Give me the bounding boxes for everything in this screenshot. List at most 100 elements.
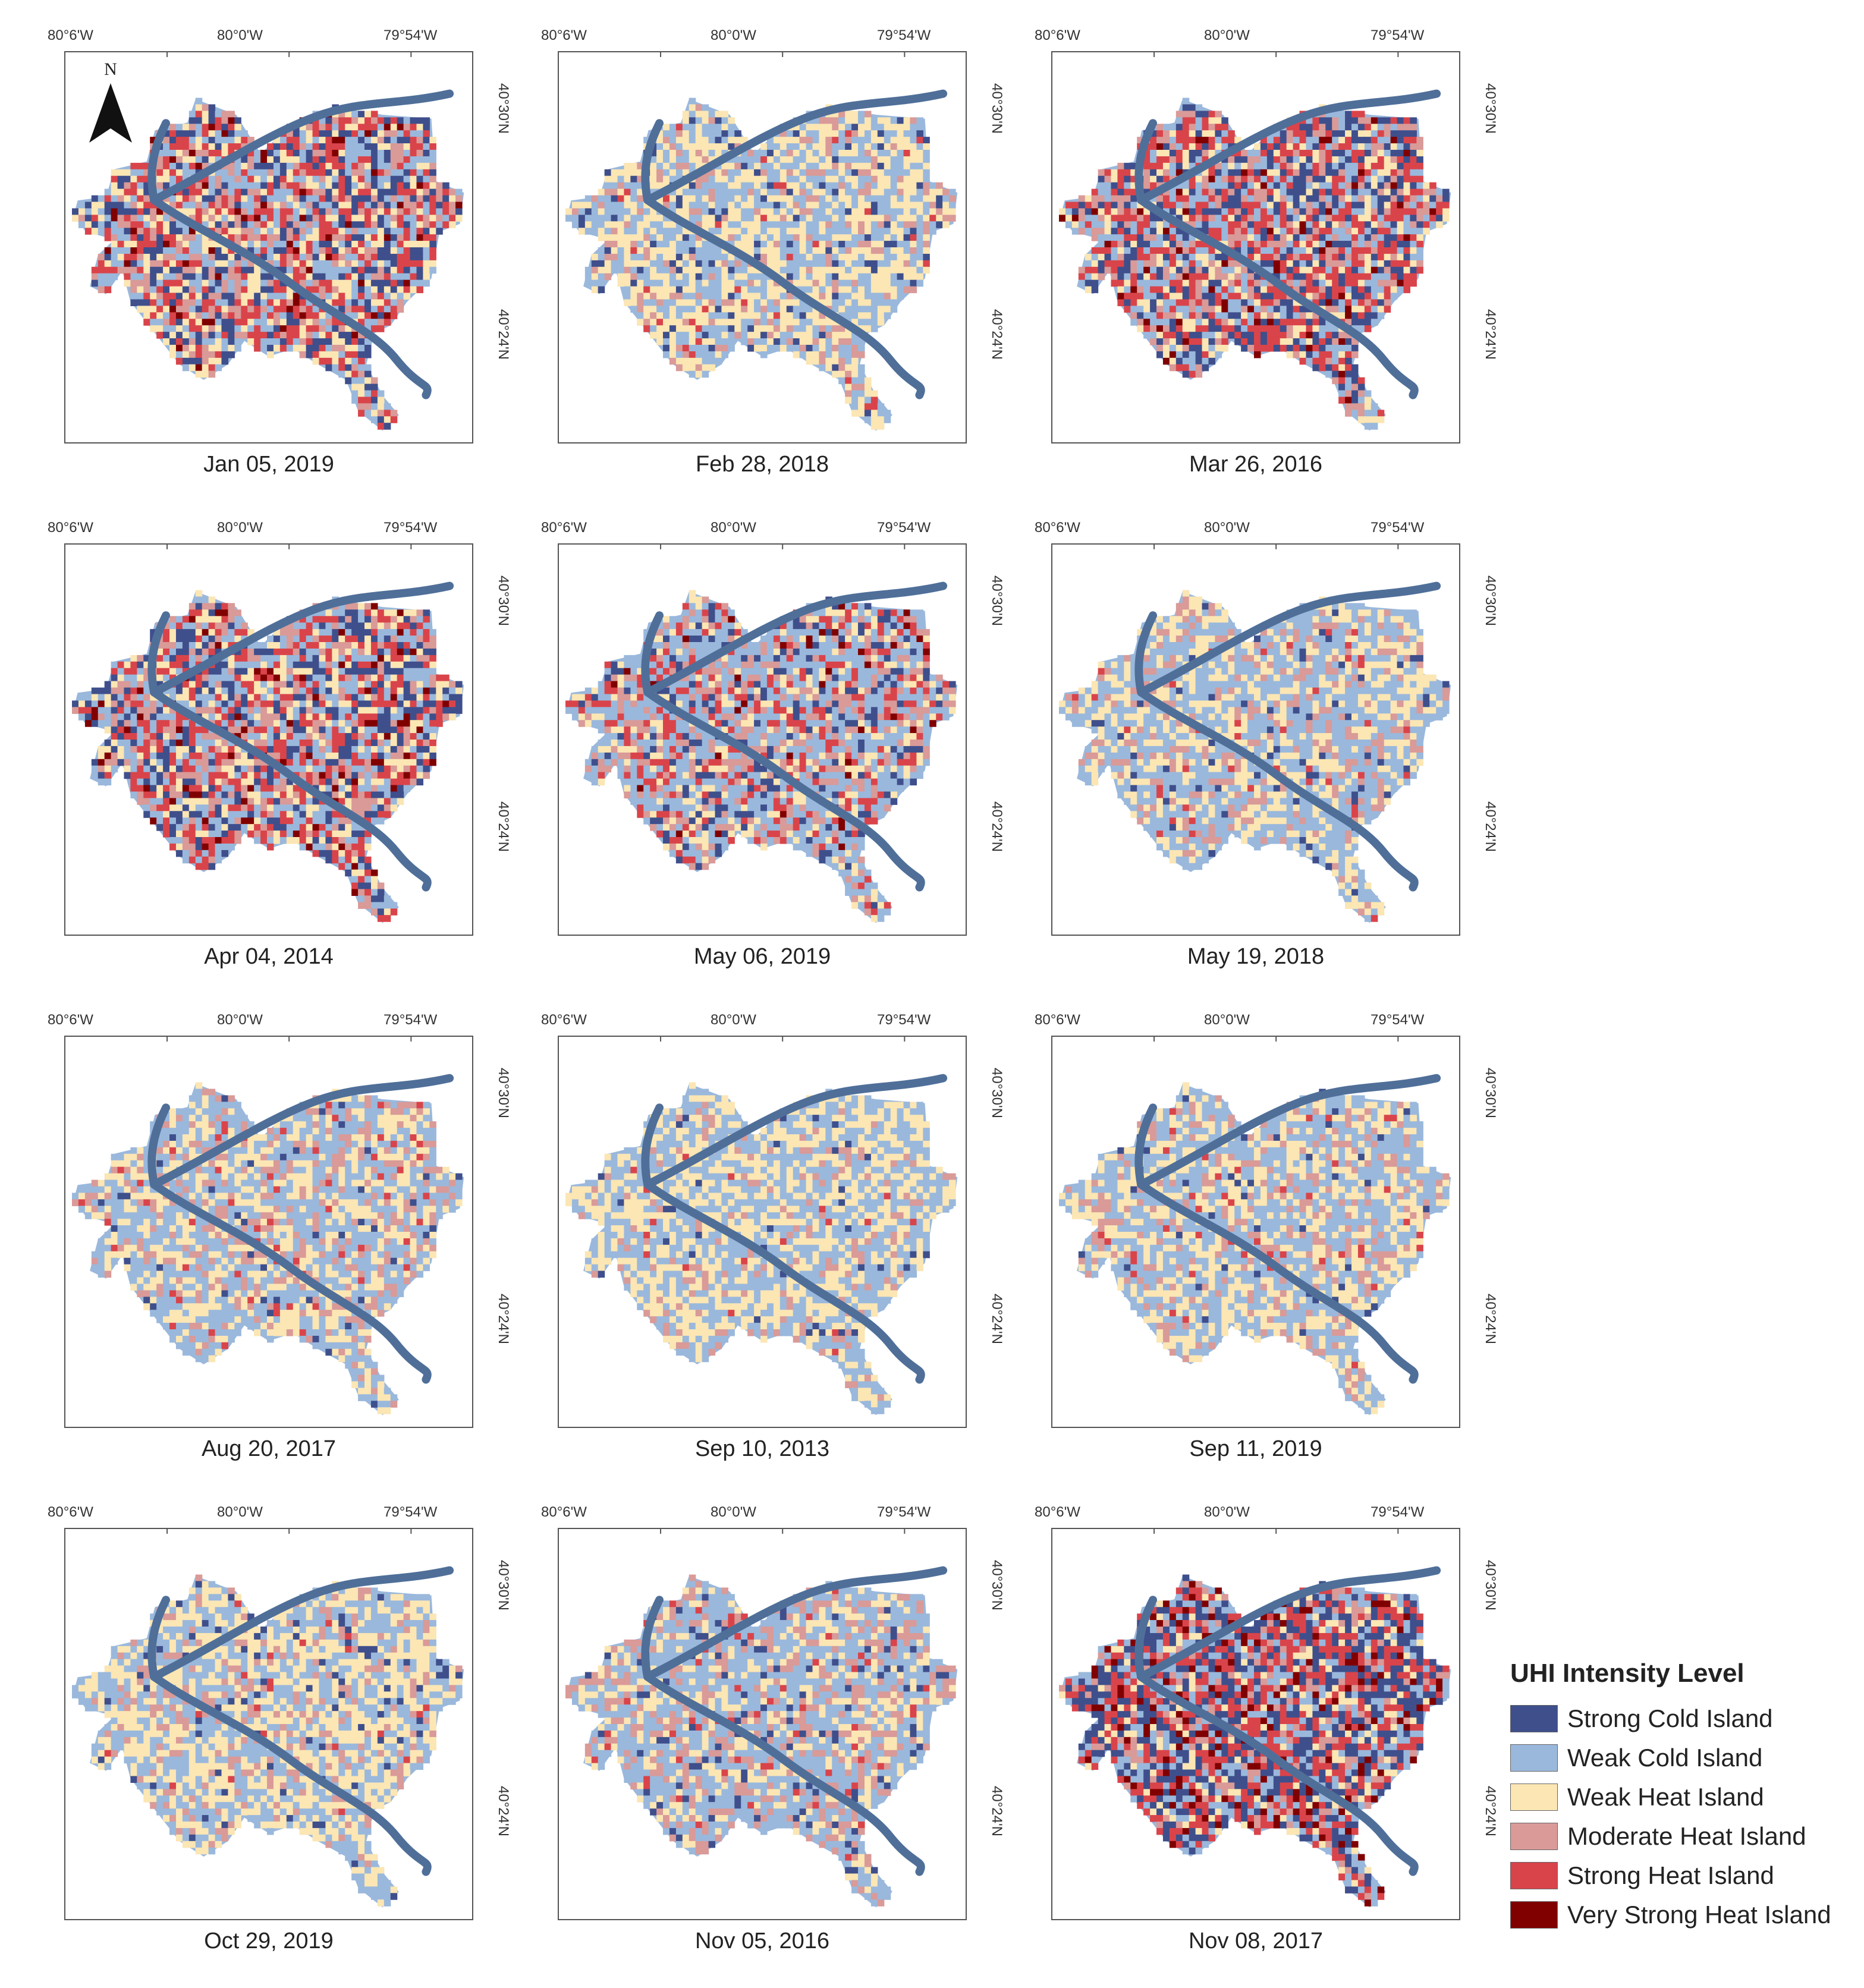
longitude-label: 80°0'W [711, 520, 756, 536]
longitude-label: 80°0'W [1204, 1504, 1250, 1521]
longitude-label: 80°6'W [1035, 1504, 1080, 1521]
longitude-label: 79°54'W [384, 520, 437, 536]
legend-swatch [1510, 1744, 1558, 1772]
map-date-label: Apr 04, 2014 [64, 944, 473, 970]
legend-item: Strong Heat Island [1510, 1856, 1861, 1895]
map-date-label: Mar 26, 2016 [1051, 452, 1460, 477]
legend-swatch [1510, 1823, 1558, 1850]
legend-item: Strong Cold Island [1510, 1699, 1861, 1738]
longitude-label: 80°0'W [711, 1012, 756, 1028]
longitude-label: 80°0'W [217, 27, 263, 44]
legend-item: Weak Heat Island [1510, 1778, 1861, 1817]
uhi-map [559, 1529, 966, 1919]
map-date-label: Oct 29, 2019 [64, 1929, 473, 1954]
latitude-label: 40°24'N [1482, 1786, 1498, 1836]
uhi-map [559, 545, 966, 935]
legend-swatch [1510, 1862, 1558, 1889]
longitude-label: 79°54'W [1371, 1504, 1424, 1521]
map-frame [1051, 543, 1460, 936]
longitude-label: 80°0'W [711, 1504, 756, 1521]
longitude-label: 79°54'W [1371, 27, 1424, 44]
latitude-label: 40°24'N [988, 1294, 1005, 1344]
latitude-label: 40°30'N [495, 1560, 511, 1610]
north-letter: N [99, 59, 122, 80]
longitude-label: 80°6'W [1035, 520, 1080, 536]
longitude-label: 80°6'W [48, 520, 93, 536]
map-frame [558, 1036, 967, 1428]
legend-item: Weak Cold Island [1510, 1738, 1861, 1778]
map-frame [558, 543, 967, 936]
map-date-label: Nov 05, 2016 [558, 1929, 967, 1954]
longitude-label: 79°54'W [877, 1012, 931, 1028]
longitude-label: 80°6'W [48, 27, 93, 44]
latitude-label: 40°24'N [1482, 801, 1498, 852]
longitude-label: 80°6'W [1035, 27, 1080, 44]
map-frame [64, 1036, 473, 1428]
longitude-label: 80°6'W [48, 1012, 93, 1028]
longitude-label: 80°0'W [217, 520, 263, 536]
latitude-label: 40°30'N [1482, 83, 1498, 134]
longitude-label: 80°6'W [541, 1504, 587, 1521]
longitude-label: 79°54'W [877, 27, 931, 44]
map-frame [1051, 1528, 1460, 1920]
legend-swatch [1510, 1901, 1558, 1929]
legend: UHI Intensity Level Strong Cold Island W… [1510, 1659, 1861, 1934]
latitude-label: 40°24'N [988, 801, 1005, 852]
uhi-map [1052, 545, 1459, 935]
longitude-label: 80°0'W [1204, 27, 1250, 44]
map-frame [1051, 51, 1460, 443]
legend-title: UHI Intensity Level [1510, 1659, 1861, 1688]
map-frame [558, 1528, 967, 1920]
longitude-label: 80°0'W [217, 1012, 263, 1028]
uhi-map [1052, 1529, 1459, 1919]
latitude-label: 40°24'N [495, 1786, 511, 1836]
longitude-label: 79°54'W [384, 1504, 437, 1521]
longitude-label: 79°54'W [877, 1504, 931, 1521]
latitude-label: 40°24'N [495, 1294, 511, 1344]
longitude-label: 80°6'W [1035, 1012, 1080, 1028]
map-frame [558, 51, 967, 443]
latitude-label: 40°30'N [988, 1068, 1005, 1118]
legend-swatch [1510, 1705, 1558, 1732]
latitude-label: 40°30'N [988, 575, 1005, 626]
north-arrow-icon: N [83, 59, 137, 149]
map-date-label: Feb 28, 2018 [558, 452, 967, 477]
legend-label: Strong Heat Island [1567, 1861, 1774, 1890]
uhi-map [1052, 52, 1459, 442]
uhi-map [1052, 1037, 1459, 1427]
latitude-label: 40°30'N [1482, 1068, 1498, 1118]
longitude-label: 79°54'W [1371, 520, 1424, 536]
legend-label: Weak Cold Island [1567, 1744, 1762, 1772]
legend-item: Very Strong Heat Island [1510, 1895, 1861, 1934]
legend-swatch [1510, 1783, 1558, 1811]
uhi-map [559, 52, 966, 442]
latitude-label: 40°30'N [495, 83, 511, 134]
legend-label: Weak Heat Island [1567, 1783, 1764, 1811]
longitude-label: 79°54'W [384, 1012, 437, 1028]
longitude-label: 79°54'W [384, 27, 437, 44]
map-frame [64, 543, 473, 936]
map-date-label: Jan 05, 2019 [64, 452, 473, 477]
legend-item: Moderate Heat Island [1510, 1817, 1861, 1856]
latitude-label: 40°30'N [495, 575, 511, 626]
map-date-label: Nov 08, 2017 [1051, 1929, 1460, 1954]
longitude-label: 80°6'W [541, 520, 587, 536]
map-date-label: Aug 20, 2017 [64, 1436, 473, 1462]
map-frame [1051, 1036, 1460, 1428]
map-frame [64, 1528, 473, 1920]
longitude-label: 80°6'W [541, 27, 587, 44]
legend-label: Moderate Heat Island [1567, 1822, 1806, 1851]
map-date-label: May 06, 2019 [558, 944, 967, 970]
map-date-label: Sep 11, 2019 [1051, 1436, 1460, 1462]
latitude-label: 40°24'N [988, 309, 1005, 360]
